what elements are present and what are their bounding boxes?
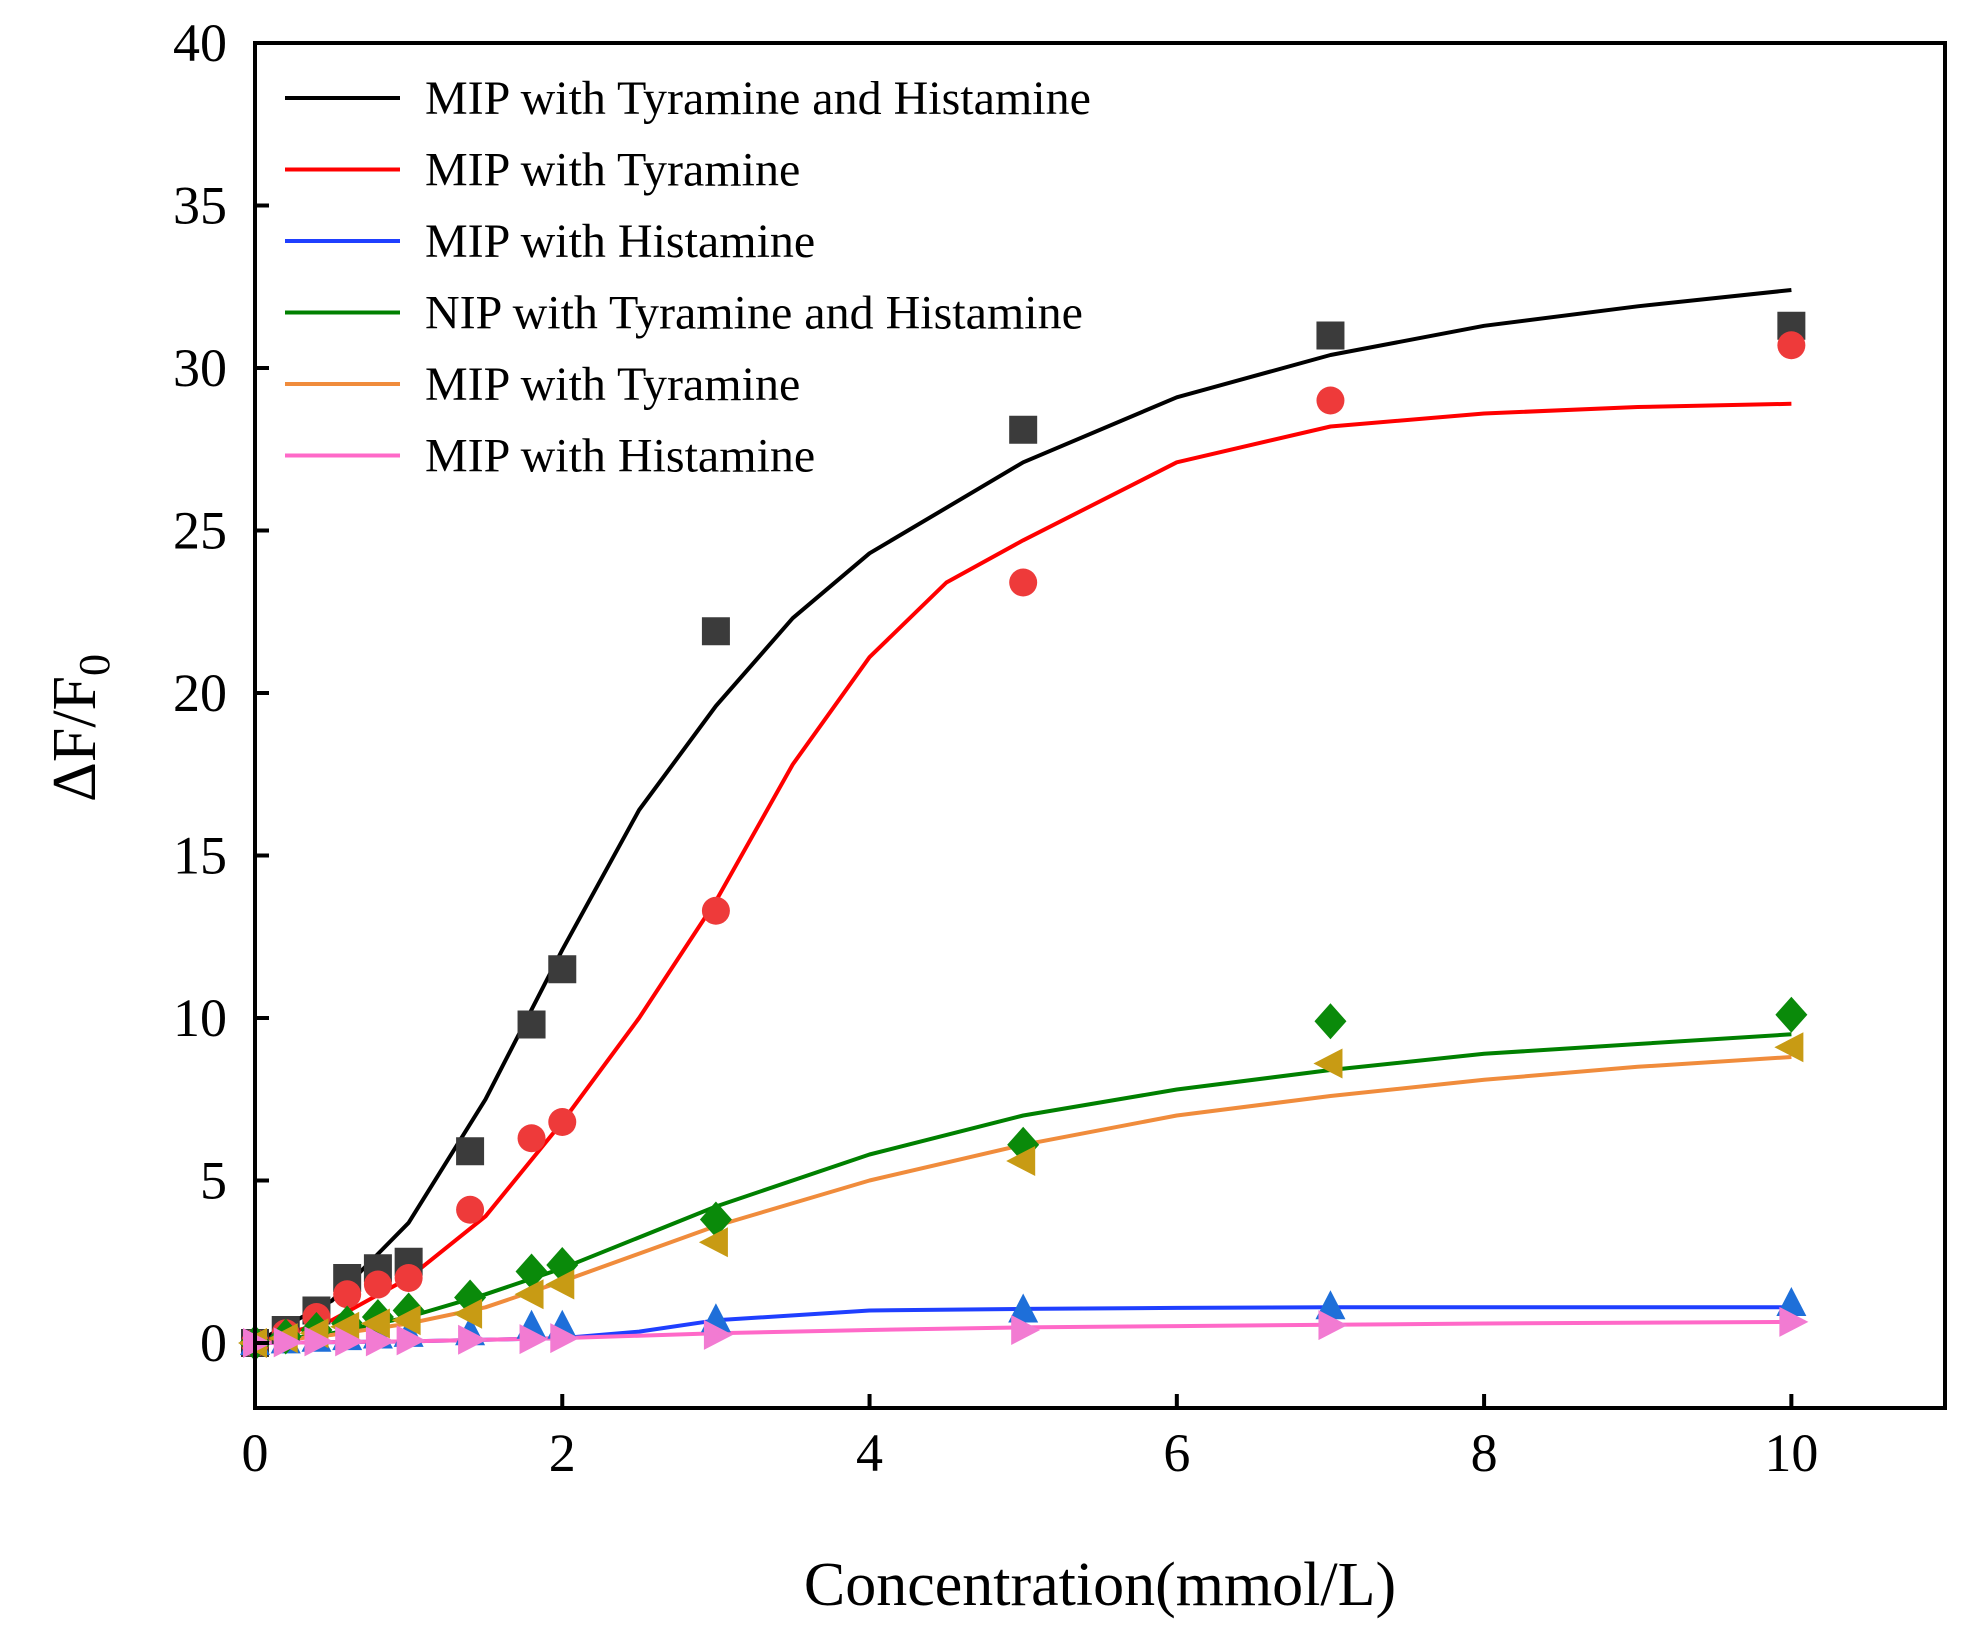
y-tick-label-3: 15 [173,826,227,886]
x-axis-title: Concentration(mmol/L) [804,1551,1396,1619]
data-point-series-1-7 [517,1124,546,1153]
legend: MIP with Tyramine and Histamine MIP with … [285,72,1091,483]
data-point-series-5-11 [1318,1310,1348,1341]
data-point-series-4-9 [698,1227,728,1258]
data-point-series-2-12 [1776,1287,1807,1316]
data-point-series-5-8 [550,1323,580,1354]
y-tick-label-1: 5 [200,1151,227,1211]
axes: 0 2 4 6 8 10 0 5 10 15 20 25 30 35 40 [173,13,1818,1483]
y-tick-label-7: 35 [173,176,227,236]
data-point-series-0-6 [456,1137,485,1166]
data-point-series-2-11 [1315,1290,1346,1320]
fit-line-series-1 [254,401,1792,1345]
x-tick-label-5: 10 [1764,1423,1818,1483]
x-tick-label-0: 0 [242,1423,269,1483]
data-point-series-1-12 [1777,331,1806,360]
y-tick-label-5: 25 [173,501,227,561]
legend-label-1: MIP with Tyramine [425,144,800,197]
data-point-series-1-5 [394,1264,423,1292]
data-point-series-0-10 [1009,415,1038,444]
data-point-series-5-1 [273,1327,303,1358]
data-point-series-5-9 [703,1319,733,1350]
legend-label-5: MIP with Histamine [425,430,815,483]
data-point-series-1-4 [363,1270,392,1299]
y-tick-label-2: 10 [173,988,227,1048]
data-point-series-4-4 [360,1308,390,1339]
data-point-series-4-6 [453,1298,483,1329]
legend-label-2: MIP with Histamine [425,215,815,268]
data-point-series-1-3 [333,1280,362,1309]
y-tick-label-8: 40 [173,13,227,73]
data-point-series-3-7 [515,1253,548,1290]
y-tick-label-0: 0 [200,1313,227,1373]
data-point-series-1-11 [1316,386,1345,415]
y-tick-label-4: 20 [173,663,227,723]
data-point-series-5-10 [1011,1315,1041,1345]
data-point-series-0-7 [517,1010,546,1039]
data-point-series-4-5 [391,1305,421,1336]
data-point-series-3-9 [699,1201,732,1238]
data-point-series-0-11 [1316,321,1345,350]
data-point-series-3-12 [1775,996,1808,1033]
markers-series-5 [243,1306,1809,1358]
data-point-series-4-11 [1313,1048,1343,1079]
data-point-series-1-10 [1009,568,1038,597]
legend-label-0: MIP with Tyramine and Histamine [425,72,1091,125]
legend-label-4: MIP with Tyramine [425,358,800,411]
y-tick-label-6: 30 [173,338,227,398]
data-point-series-5-7 [519,1324,549,1355]
data-point-series-4-10 [1006,1146,1036,1176]
data-point-series-1-8 [548,1108,577,1136]
plot-frame [253,41,1947,1410]
data-point-series-0-8 [548,955,577,984]
x-tick-label-1: 2 [549,1423,576,1483]
data-point-series-4-12 [1774,1032,1804,1063]
data-point-series-5-2 [304,1326,334,1357]
data-point-series-5-12 [1779,1306,1809,1337]
data-point-series-1-6 [456,1195,485,1224]
data-point-series-3-11 [1314,1003,1347,1040]
legend-label-3: NIP with Tyramine and Histamine [425,287,1083,340]
data-point-series-5-3 [335,1326,365,1357]
data-point-series-4-7 [514,1279,544,1310]
data-point-series-4-8 [545,1269,575,1300]
y-axis-title-main: ΔF/F [41,676,109,802]
y-axis-title: ΔF/F0 [41,654,119,802]
x-tick-label-3: 6 [1163,1423,1190,1483]
x-tick-label-4: 8 [1471,1423,1498,1483]
data-point-series-4-3 [330,1311,360,1342]
data-point-series-5-6 [458,1324,488,1355]
fit-line-series-0 [254,288,1792,1345]
data-point-series-2-10 [1008,1293,1039,1323]
data-point-series-0-9 [701,617,730,646]
data-point-series-5-4 [365,1326,395,1357]
x-tick-label-2: 4 [856,1423,883,1483]
y-axis-title-subscript: 0 [70,654,119,676]
markers [238,311,1809,1361]
data-point-series-5-5 [396,1325,426,1356]
data-point-series-1-9 [701,896,730,925]
